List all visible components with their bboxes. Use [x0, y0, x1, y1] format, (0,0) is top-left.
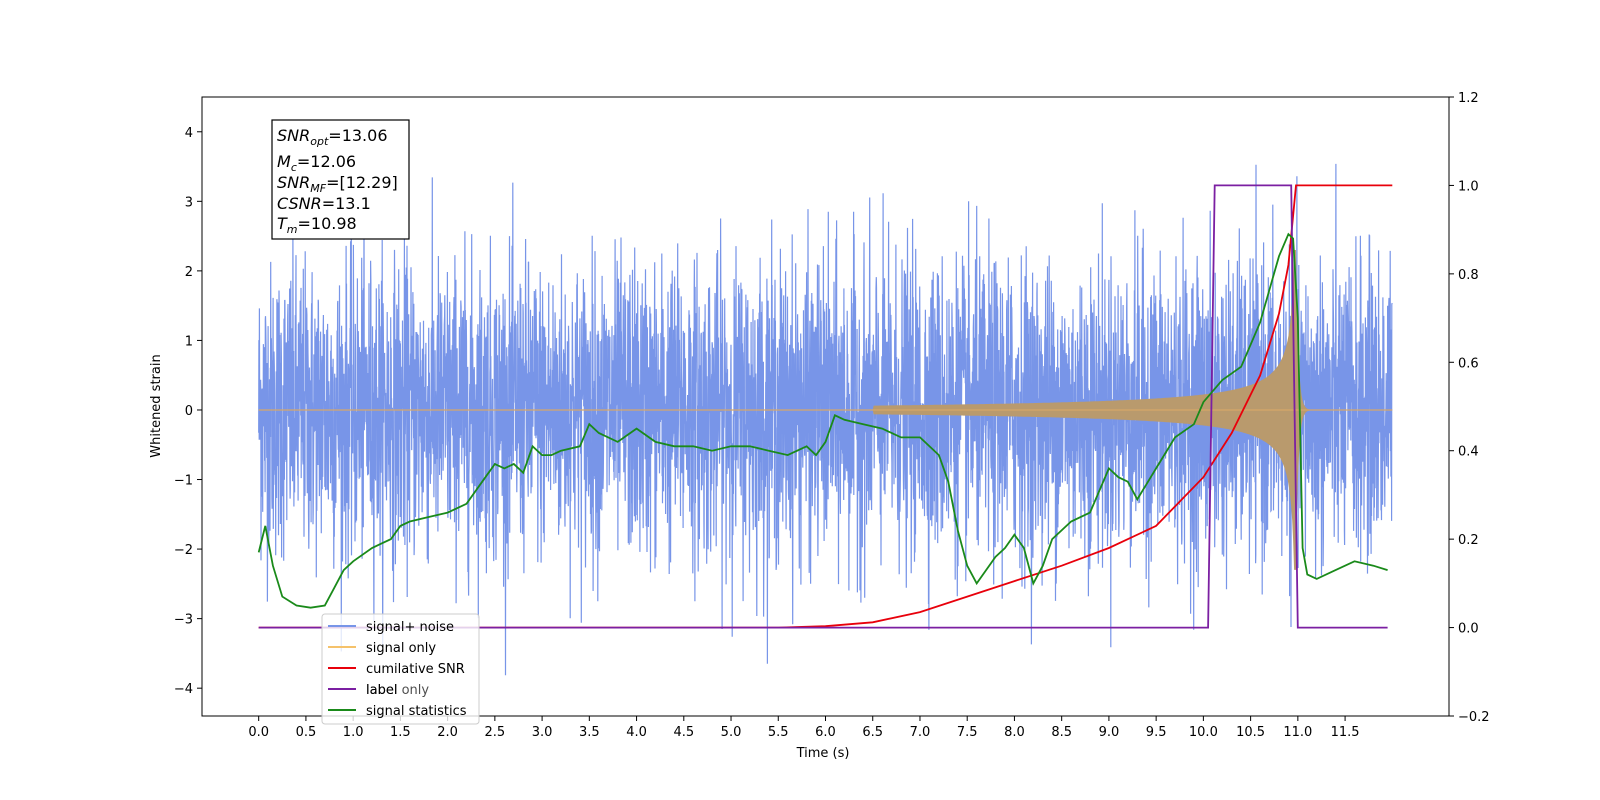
x-tick-label: 2.0 — [437, 725, 458, 740]
x-tick-label: 4.5 — [673, 725, 694, 740]
x-tick-label: 3.5 — [579, 725, 600, 740]
right-y-tick-label: 0.8 — [1458, 268, 1479, 283]
series-cumilative-snr — [258, 184, 1393, 629]
annotation-line: SNRMF=[12.29] — [277, 173, 398, 195]
x-tick-label: 6.0 — [815, 725, 836, 740]
left-y-axis: −4 −3 −2 −1 0 1 2 3 4 — [174, 126, 202, 697]
right-y-axis: −0.2 0.0 0.2 0.4 0.6 0.8 1.0 1.2 — [1449, 91, 1490, 725]
x-tick-label: 5.0 — [721, 725, 742, 740]
series-label — [258, 184, 1388, 629]
right-y-tick-label: 0.4 — [1458, 445, 1479, 460]
x-tick-label: 4.0 — [626, 725, 647, 740]
x-tick-label: 7.0 — [910, 725, 931, 740]
right-y-tick-label: 1.2 — [1458, 91, 1479, 106]
x-tick-label: 2.5 — [485, 725, 506, 740]
legend: signal+ noise signal only cumilative SNR la… — [321, 613, 480, 725]
legend-label: signal statistics — [366, 704, 467, 719]
x-tick-label: 5.5 — [768, 725, 789, 740]
x-tick-label: 7.5 — [957, 725, 978, 740]
annotation-line: Mc=12.06 — [277, 152, 356, 174]
right-y-tick-label: 1.0 — [1458, 179, 1479, 194]
left-y-tick-label: −1 — [174, 474, 193, 489]
x-tick-label: 10.5 — [1236, 725, 1265, 740]
left-y-tick-label: 1 — [185, 334, 193, 349]
x-tick-label: 11.0 — [1283, 725, 1312, 740]
x-axis-label: Time (s) — [796, 746, 850, 761]
plot-area — [257, 163, 1393, 676]
legend-label: signal only — [366, 641, 436, 656]
y-axis-label: Whitened strain — [149, 354, 164, 457]
right-y-tick-label: 0.0 — [1458, 622, 1479, 637]
right-y-tick-label: 0.2 — [1458, 533, 1479, 548]
left-y-tick-label: 2 — [185, 265, 193, 280]
x-tick-label: 3.0 — [532, 725, 553, 740]
right-y-tick-label: −0.2 — [1458, 710, 1490, 725]
x-tick-label: 9.5 — [1146, 725, 1167, 740]
annotation-line: Tm=10.98 — [277, 214, 357, 236]
annotation-line: SNRopt=13.06 — [277, 126, 388, 148]
left-y-tick-label: −3 — [174, 613, 193, 628]
left-y-tick-label: 3 — [185, 195, 193, 210]
left-y-tick-label: 4 — [185, 126, 193, 141]
legend-label: cumilative SNR — [366, 662, 465, 677]
legend-label-hidden: label only — [366, 683, 429, 698]
x-tick-label: 10.0 — [1189, 725, 1218, 740]
annotation-line: CSNR=13.1 — [277, 194, 371, 213]
metrics-annotation: SNRopt=13.06 Mc=12.06SNRMF=[12.29]CSNR=13… — [271, 119, 410, 240]
x-tick-label: 0.5 — [296, 725, 317, 740]
series-signal-statistics — [257, 232, 1388, 609]
left-y-tick-label: −2 — [174, 543, 193, 558]
x-tick-label: 0.0 — [248, 725, 269, 740]
x-tick-label: 9.0 — [1099, 725, 1120, 740]
x-tick-label: 1.5 — [390, 725, 411, 740]
x-tick-label: 11.5 — [1331, 725, 1360, 740]
x-tick-label: 8.5 — [1051, 725, 1072, 740]
left-y-tick-label: −4 — [174, 682, 193, 697]
series-signal-noise — [258, 163, 1393, 676]
x-tick-label: 8.0 — [1004, 725, 1025, 740]
legend-label: label — [366, 683, 397, 698]
x-tick-label: 1.0 — [343, 725, 364, 740]
right-y-tick-label: 0.6 — [1458, 356, 1479, 371]
x-axis: 0.0 0.5 1.0 1.5 2.0 2.5 3.0 3.5 4.0 4.5 5.0 5.5 6.0 6… — [248, 716, 1360, 740]
legend-label: signal+ noise — [366, 620, 454, 635]
x-tick-label: 6.5 — [862, 725, 883, 740]
left-y-tick-label: 0 — [185, 404, 193, 419]
